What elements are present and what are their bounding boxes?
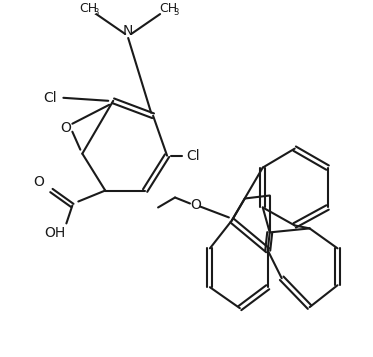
Text: N: N <box>123 24 134 38</box>
Text: O: O <box>33 175 44 188</box>
Text: Cl: Cl <box>44 91 57 105</box>
Text: 3: 3 <box>173 8 179 17</box>
Text: O: O <box>60 121 71 135</box>
Text: CH: CH <box>79 1 97 15</box>
Text: O: O <box>191 198 201 212</box>
Text: OH: OH <box>44 226 65 240</box>
Text: CH: CH <box>159 1 177 15</box>
Text: Cl: Cl <box>186 149 200 163</box>
Text: 3: 3 <box>94 8 99 17</box>
